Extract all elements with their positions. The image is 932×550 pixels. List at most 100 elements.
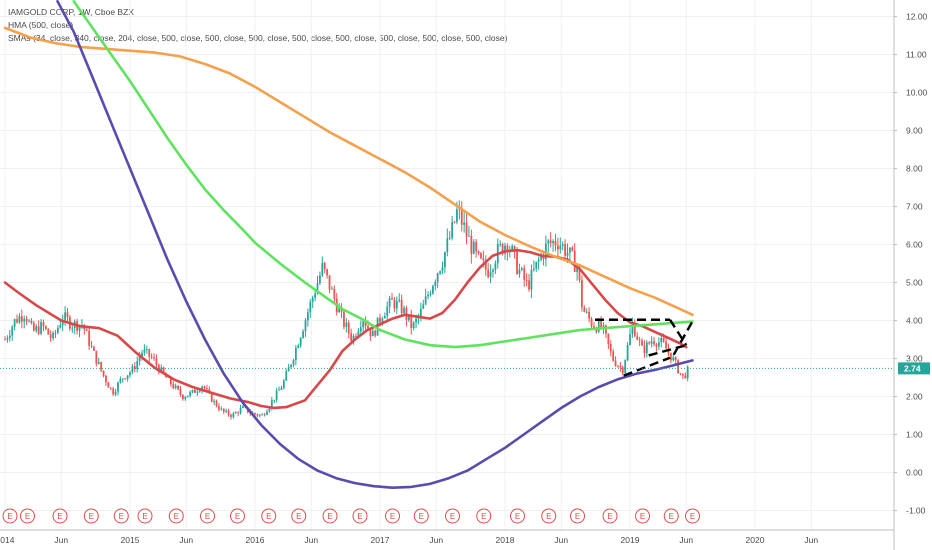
earnings-marker[interactable]: [570, 508, 585, 524]
earnings-marker-label: E: [174, 512, 179, 521]
candle-body: [369, 328, 372, 337]
earnings-marker[interactable]: [541, 508, 557, 524]
earnings-marker[interactable]: [635, 508, 650, 524]
candle-body: [191, 389, 194, 392]
trendline[interactable]: [648, 344, 687, 357]
candle-body: [499, 243, 502, 245]
candle-body: [492, 269, 494, 272]
earnings-marker[interactable]: [352, 508, 368, 524]
candle-body: [49, 334, 52, 339]
candle-body: [617, 365, 619, 367]
candle-body: [395, 300, 398, 309]
candle-body: [383, 316, 386, 319]
candle-body: [542, 255, 545, 260]
earnings-marker[interactable]: [602, 508, 618, 524]
candle-body: [381, 318, 384, 323]
candle-body: [624, 360, 627, 374]
candle-body: [153, 357, 155, 359]
earnings-marker[interactable]: [385, 508, 400, 524]
candle-body: [352, 336, 355, 341]
candle-body: [162, 367, 165, 374]
candle-body: [544, 243, 547, 260]
candle-body: [367, 325, 369, 329]
candle-body: [645, 342, 648, 354]
candle-body: [206, 388, 208, 390]
candle-body: [47, 328, 50, 335]
candle-body: [657, 342, 660, 347]
candle-body: [439, 271, 441, 274]
candle-body: [506, 245, 509, 251]
candle-body: [621, 367, 624, 374]
earnings-marker[interactable]: [322, 508, 338, 524]
x-tick-label: Jun: [54, 535, 68, 545]
earnings-marker[interactable]: [663, 508, 679, 524]
y-tick-label: 9.00: [906, 126, 923, 136]
candle-body: [422, 304, 425, 309]
earnings-marker-label: E: [607, 512, 612, 521]
earnings-marker[interactable]: [291, 508, 307, 524]
earnings-marker[interactable]: [261, 508, 277, 524]
y-tick-label: 7.00: [906, 202, 923, 212]
candle-body: [480, 253, 482, 259]
last-price-label: 2.74: [904, 363, 921, 373]
y-tick-label: 8.00: [906, 164, 923, 174]
y-tick-label: -1.00: [906, 506, 926, 516]
candle-body: [535, 261, 538, 269]
candle-body: [540, 255, 542, 260]
earnings-marker[interactable]: [510, 508, 525, 524]
earnings-marker[interactable]: [200, 508, 215, 524]
candle-body: [643, 345, 646, 354]
candle-body: [239, 407, 242, 414]
earnings-marker-label: E: [205, 512, 210, 521]
candle-body: [451, 221, 454, 238]
candle-body: [222, 408, 225, 412]
earnings-marker-label: E: [357, 512, 362, 521]
candle-body: [100, 362, 103, 371]
earnings-marker[interactable]: [137, 508, 153, 524]
candle-body: [686, 366, 689, 379]
earnings-marker[interactable]: [2, 508, 18, 524]
earnings-marker[interactable]: [168, 508, 184, 524]
candle-body: [263, 414, 266, 416]
candle-body: [441, 267, 444, 272]
earnings-marker-label: E: [669, 512, 674, 521]
candle-body: [6, 338, 9, 340]
earnings-marker[interactable]: [20, 508, 35, 524]
trendline[interactable]: [623, 356, 671, 377]
candle-body: [8, 335, 11, 339]
candle-body: [537, 259, 540, 262]
earnings-marker[interactable]: [230, 508, 245, 524]
candle-body: [59, 325, 62, 328]
earnings-marker[interactable]: [445, 508, 460, 524]
earnings-marker[interactable]: [52, 508, 68, 524]
candle-body: [484, 260, 487, 270]
candle-body: [314, 293, 316, 298]
x-tick-label: 2016: [246, 535, 265, 545]
earnings-marker[interactable]: [413, 508, 429, 524]
trendline[interactable]: [672, 320, 694, 356]
candle-body: [275, 390, 278, 400]
candle-body: [429, 293, 432, 295]
x-tick-label: 2019: [621, 535, 640, 545]
candle-body: [501, 243, 504, 254]
candle-body: [230, 414, 232, 417]
candle-body: [169, 376, 172, 385]
candle-body: [294, 347, 297, 361]
earnings-marker-label: E: [419, 512, 424, 521]
candle-body: [88, 330, 91, 346]
earnings-marker[interactable]: [685, 508, 700, 524]
candle-body: [331, 288, 333, 290]
candle-body: [424, 296, 427, 305]
candle-body: [71, 327, 74, 329]
earnings-marker[interactable]: [83, 508, 99, 524]
candle-body: [407, 315, 410, 321]
candle-body: [393, 299, 396, 309]
earnings-marker[interactable]: [113, 508, 129, 524]
trendline[interactable]: [668, 319, 688, 346]
candle-body: [511, 246, 514, 250]
earnings-marker-label: E: [390, 512, 395, 521]
earnings-marker-label: E: [327, 512, 332, 521]
earnings-marker-label: E: [450, 512, 455, 521]
earnings-marker[interactable]: [476, 508, 492, 524]
